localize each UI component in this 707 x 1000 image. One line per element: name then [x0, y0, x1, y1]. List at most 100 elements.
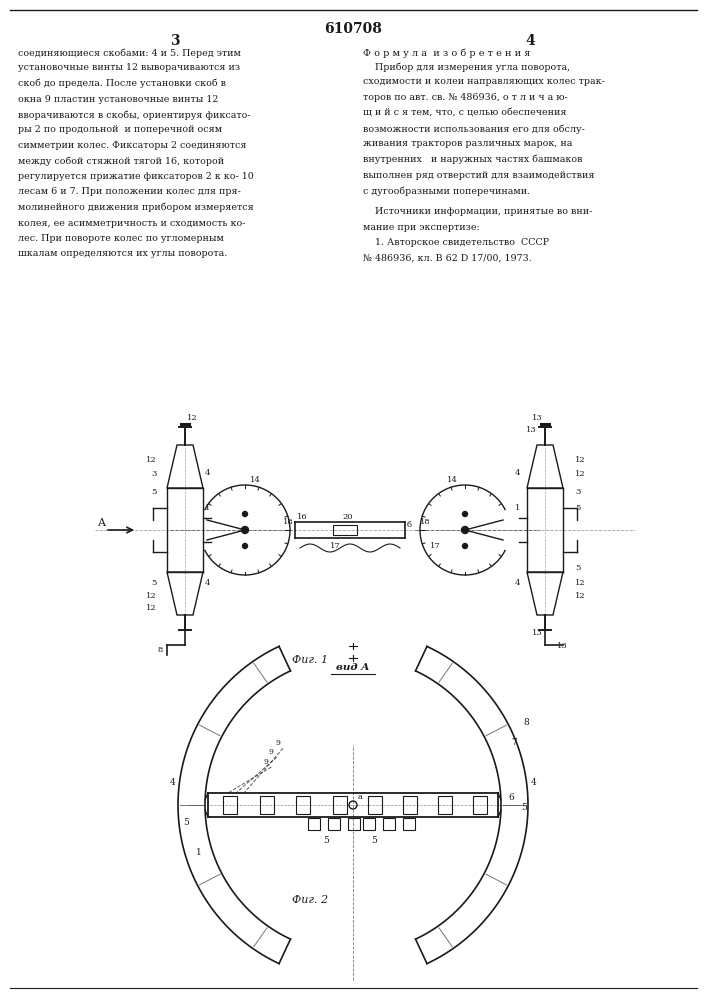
- Bar: [368, 796, 382, 814]
- Text: 4: 4: [531, 778, 537, 787]
- Text: 5: 5: [151, 488, 157, 496]
- Text: 18: 18: [420, 518, 431, 526]
- Text: возможности использования его для обслу-: возможности использования его для обслу-: [363, 124, 585, 133]
- Text: Ф о р м у л а  и з о б р е т е н и я: Ф о р м у л а и з о б р е т е н и я: [363, 48, 530, 57]
- Circle shape: [462, 544, 467, 548]
- Text: 20: 20: [342, 513, 353, 521]
- Text: между собой стяжной тягой 16, которой: между собой стяжной тягой 16, которой: [18, 156, 224, 166]
- Text: 4: 4: [515, 469, 520, 477]
- Text: 13: 13: [532, 629, 543, 637]
- Text: Фиг. 1: Фиг. 1: [292, 655, 328, 665]
- Text: лес. При повороте колес по угломерным: лес. При повороте колес по угломерным: [18, 234, 224, 243]
- Text: 1: 1: [205, 504, 211, 512]
- Text: 17: 17: [430, 542, 440, 550]
- Bar: [333, 525, 357, 535]
- Bar: [223, 796, 237, 814]
- Text: регулируется прижатие фиксаторов 2 к ко- 10: регулируется прижатие фиксаторов 2 к ко-…: [18, 172, 254, 181]
- Text: 7: 7: [511, 738, 517, 747]
- Circle shape: [349, 801, 357, 809]
- Circle shape: [462, 526, 469, 534]
- Text: 1: 1: [196, 848, 201, 857]
- Text: молинейного движения прибором измеряется: молинейного движения прибором измеряется: [18, 203, 254, 213]
- Bar: [473, 796, 487, 814]
- Text: 12: 12: [575, 592, 585, 600]
- Text: установочные винты 12 выворачиваются из: установочные винты 12 выворачиваются из: [18, 64, 240, 73]
- Text: 4: 4: [170, 778, 176, 787]
- Text: б: б: [407, 521, 412, 529]
- Text: 3: 3: [151, 470, 157, 478]
- Text: 13: 13: [532, 414, 543, 422]
- Text: шкалам определяются их углы поворота.: шкалам определяются их углы поворота.: [18, 249, 227, 258]
- Text: 8: 8: [523, 718, 529, 727]
- Text: 12: 12: [146, 592, 157, 600]
- Text: 12: 12: [146, 604, 157, 612]
- Text: 9: 9: [275, 739, 280, 747]
- Text: лесам 6 и 7. При положении колес для пря-: лесам 6 и 7. При положении колес для пря…: [18, 188, 241, 196]
- Text: 16: 16: [297, 513, 308, 521]
- Text: 5: 5: [521, 803, 527, 812]
- Bar: [363, 818, 375, 830]
- Text: вворачиваются в скобы, ориентируя фиксато-: вворачиваются в скобы, ориентируя фиксат…: [18, 110, 250, 119]
- Text: 14: 14: [250, 476, 261, 484]
- Bar: [403, 818, 415, 830]
- Text: 17: 17: [330, 542, 341, 550]
- Bar: [403, 796, 417, 814]
- Text: A: A: [97, 518, 105, 528]
- Text: вид A: вид A: [337, 663, 370, 672]
- Text: 12: 12: [575, 579, 585, 587]
- Text: 5: 5: [575, 564, 580, 572]
- Text: живания тракторов различных марок, на: живания тракторов различных марок, на: [363, 139, 573, 148]
- Text: 12: 12: [187, 414, 198, 422]
- Bar: [296, 796, 310, 814]
- Text: а: а: [358, 793, 363, 801]
- Text: симметрии колес. Фиксаторы 2 соединяются: симметрии колес. Фиксаторы 2 соединяются: [18, 141, 247, 150]
- Bar: [383, 818, 395, 830]
- Text: 18: 18: [283, 518, 293, 526]
- Text: Фиг. 2: Фиг. 2: [292, 895, 328, 905]
- Text: 5: 5: [151, 579, 157, 587]
- Bar: [308, 818, 320, 830]
- Text: 4: 4: [525, 34, 535, 48]
- Text: Прибор для измерения угла поворота,: Прибор для измерения угла поворота,: [363, 62, 570, 72]
- Text: 12: 12: [146, 456, 157, 464]
- Text: соединяющиеся скобами: 4 и 5. Перед этим: соединяющиеся скобами: 4 и 5. Перед этим: [18, 48, 241, 57]
- Circle shape: [243, 544, 247, 548]
- Text: торов по авт. св. № 486936, о т л и ч а ю-: торов по авт. св. № 486936, о т л и ч а …: [363, 93, 568, 102]
- Text: с дугообразными поперечинами.: с дугообразными поперечинами.: [363, 186, 530, 196]
- Text: 14: 14: [447, 476, 458, 484]
- Text: окна 9 пластин установочные винты 12: окна 9 пластин установочные винты 12: [18, 95, 218, 104]
- Text: колея, ее асимметричность и сходимость ко-: колея, ее асимметричность и сходимость к…: [18, 219, 245, 228]
- Text: 9: 9: [269, 748, 274, 756]
- Circle shape: [242, 526, 248, 534]
- Text: 6: 6: [508, 793, 514, 802]
- Text: 4: 4: [515, 579, 520, 587]
- Text: 5: 5: [371, 836, 377, 845]
- Bar: [438, 796, 452, 814]
- Text: 9: 9: [264, 758, 269, 766]
- Text: 13: 13: [526, 426, 537, 434]
- Text: мание при экспертизе:: мание при экспертизе:: [363, 223, 480, 232]
- Text: выполнен ряд отверстий для взаимодействия: выполнен ряд отверстий для взаимодействи…: [363, 170, 595, 180]
- Text: внутренних   и наружных частях башмаков: внутренних и наружных частях башмаков: [363, 155, 583, 164]
- Text: 5: 5: [323, 836, 329, 845]
- Text: 5: 5: [183, 818, 189, 827]
- Circle shape: [462, 512, 467, 516]
- Text: Источники информации, принятые во вни-: Источники информации, принятые во вни-: [363, 207, 592, 216]
- Bar: [348, 818, 360, 830]
- Bar: [259, 796, 274, 814]
- Text: 12: 12: [575, 456, 585, 464]
- Text: 4: 4: [205, 579, 211, 587]
- Bar: [333, 796, 347, 814]
- Text: сходимости и колеи направляющих колес трак-: сходимости и колеи направляющих колес тр…: [363, 78, 605, 87]
- Text: ры 2 по продольной  и поперечной осям: ры 2 по продольной и поперечной осям: [18, 125, 222, 134]
- Text: № 486936, кл. В 62 D 17/00, 1973.: № 486936, кл. В 62 D 17/00, 1973.: [363, 253, 532, 262]
- Text: 1: 1: [515, 504, 520, 512]
- Text: скоб до предела. После установки скоб в: скоб до предела. После установки скоб в: [18, 79, 226, 89]
- Text: 8: 8: [158, 646, 163, 654]
- Text: 3: 3: [170, 34, 180, 48]
- Text: 5: 5: [575, 504, 580, 512]
- Text: 12: 12: [575, 470, 585, 478]
- Text: 13: 13: [557, 642, 568, 650]
- Text: 3: 3: [575, 488, 580, 496]
- Text: щ и й с я тем, что, с целью обеспечения: щ и й с я тем, что, с целью обеспечения: [363, 108, 566, 117]
